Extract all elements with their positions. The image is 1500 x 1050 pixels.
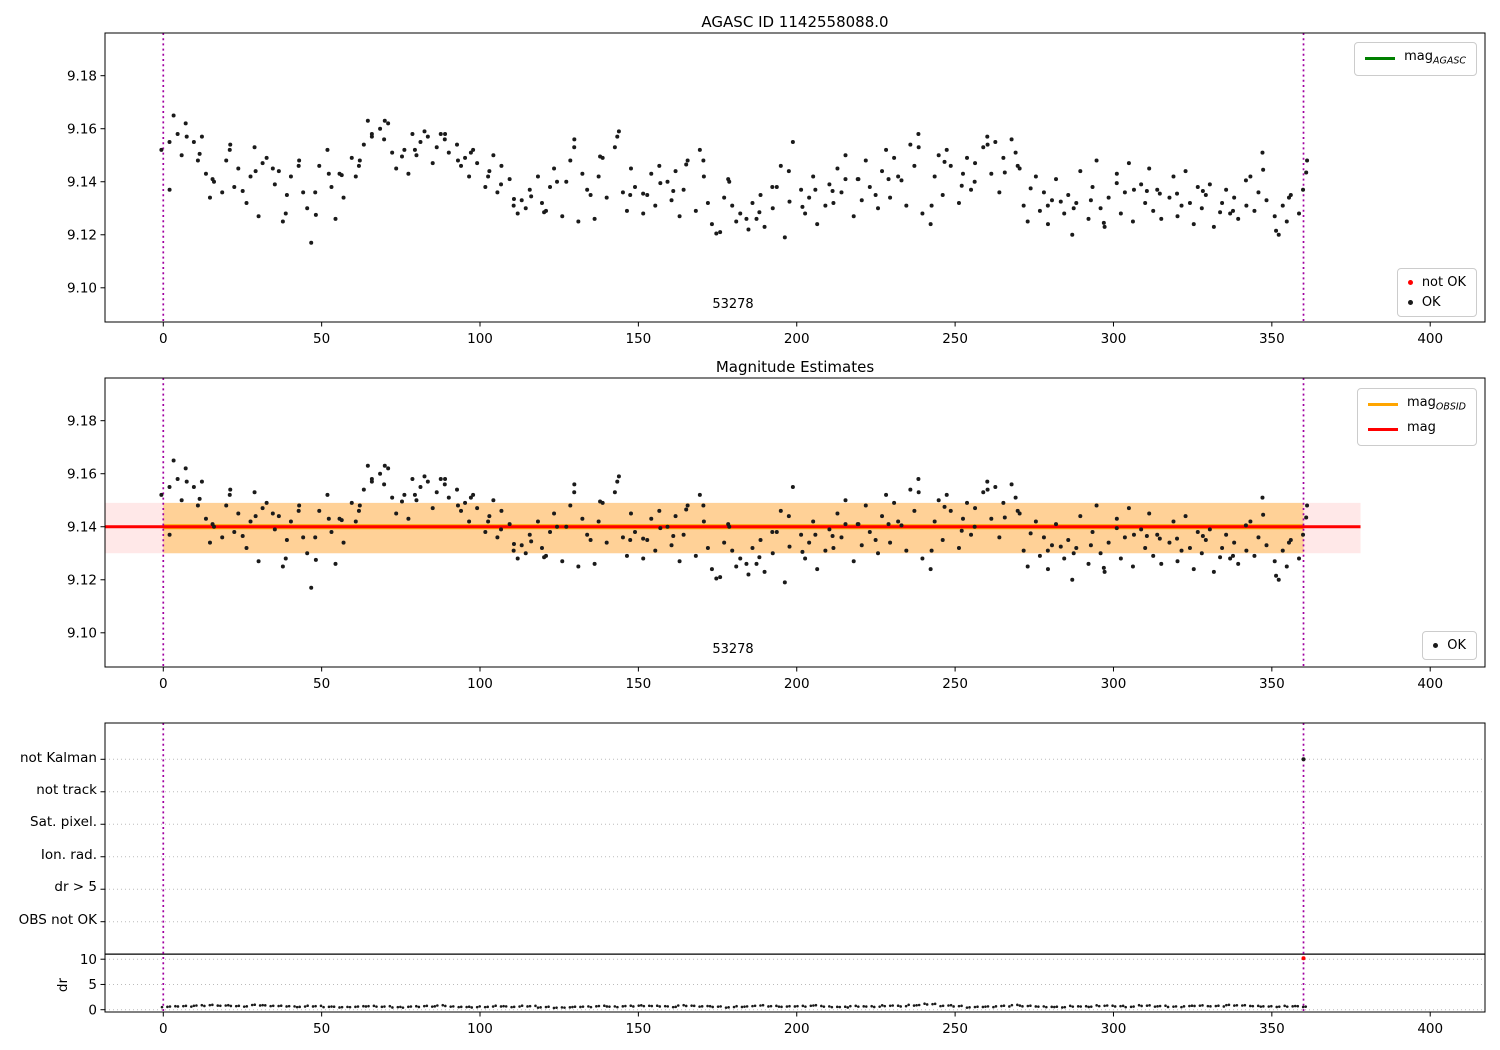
obsid-boundary-vlines (162, 723, 1305, 1012)
x-tick-label: 150 (625, 1021, 651, 1037)
dr-tick-label: 10 (80, 952, 97, 968)
mag-obsid-line-swatch (1367, 403, 1398, 407)
legend-mag-obsid: magOBSID mag (1356, 388, 1477, 447)
x-tick-label: 300 (1101, 676, 1127, 692)
y-tick-label: 9.12 (67, 572, 97, 588)
plot1-obsid-annotation: 53278 (712, 297, 754, 312)
ok-scatter-points (159, 113, 1310, 245)
x-tick-label: 300 (1101, 331, 1127, 347)
y-ticks: 9.18 9.16 9.14 9.12 9.10 (67, 413, 105, 641)
flag-point (1301, 757, 1306, 762)
y-tick-label: 9.14 (67, 174, 97, 190)
x-tick-label: 400 (1417, 1021, 1443, 1037)
y-tick-label: 9.18 (67, 413, 97, 429)
x-tick-label: 400 (1417, 676, 1443, 692)
flag-label-dr-gt-5: dr > 5 (54, 879, 97, 895)
x-tick-label: 350 (1259, 331, 1285, 347)
x-tick-label: 350 (1259, 1021, 1285, 1037)
x-tick-label: 250 (942, 676, 968, 692)
x-tick-label: 100 (467, 1021, 493, 1037)
legend-label: not OK (1421, 275, 1466, 290)
ok-dot-swatch (1433, 643, 1439, 648)
dr-tick-label: 5 (88, 977, 97, 993)
flag-label-obs-not-ok: OBS not OK (18, 912, 97, 928)
x-ticks: 0 50 100 150 200 250 300 350 400 (159, 1012, 1443, 1037)
x-tick-label: 0 (159, 676, 168, 692)
y-tick-label: 9.16 (67, 466, 97, 482)
x-tick-label: 350 (1259, 676, 1285, 692)
x-tick-label: 0 (159, 331, 168, 347)
ok-dot-swatch (1407, 300, 1413, 305)
flag-label-not-track: not track (36, 782, 97, 798)
x-ticks: 0 50 100 150 200 250 300 350 400 (159, 667, 1443, 692)
y-tick-label: 9.10 (67, 280, 97, 296)
x-tick-label: 200 (784, 676, 810, 692)
x-tick-label: 250 (942, 1021, 968, 1037)
legend-mag-agasc: magAGASC (1354, 42, 1477, 76)
gridlines (105, 758, 1485, 1011)
y-tick-label: 9.16 (67, 121, 97, 137)
x-tick-label: 50 (313, 1021, 330, 1037)
plot-frame (104, 32, 1486, 323)
legend-label: magOBSID (1406, 395, 1466, 413)
ok-scatter-points (159, 458, 1310, 590)
x-tick-label: 200 (784, 1021, 810, 1037)
plot-frame (104, 377, 1486, 668)
x-tick-label: 100 (467, 676, 493, 692)
plot2-obsid-annotation: 53278 (712, 642, 754, 657)
x-ticks: 0 50 100 150 200 250 300 350 400 (159, 322, 1443, 347)
legend-row: mag (1367, 419, 1466, 441)
not-ok-dot-swatch (1407, 280, 1413, 285)
mag-line-swatch (1367, 427, 1398, 431)
legend-row: magOBSID (1367, 394, 1466, 416)
flag-label-not-kalman: not Kalman (19, 750, 97, 766)
legend-label: OK (1421, 295, 1441, 310)
legend-ok: OK (1422, 631, 1477, 660)
legend-label: magAGASC (1404, 49, 1466, 67)
dr-tick-label: 0 (88, 1002, 97, 1018)
y-ticks: 9.18 9.16 9.14 9.12 9.10 (67, 68, 105, 296)
x-tick-label: 150 (625, 676, 651, 692)
obsid-boundary-vlines (162, 33, 1305, 322)
x-tick-label: 200 (784, 331, 810, 347)
legend-label: OK (1447, 638, 1466, 653)
y-tick-label: 9.12 (67, 227, 97, 243)
y-tick-label: 9.18 (67, 68, 97, 84)
plot1-title: AGASC ID 1142558088.0 (701, 13, 889, 31)
x-tick-label: 300 (1101, 1021, 1127, 1037)
legend-label: mag (1406, 419, 1436, 435)
y-tick-label: 9.14 (67, 519, 97, 535)
x-tick-label: 50 (313, 676, 330, 692)
flag-label-ion-rad: Ion. rad. (40, 847, 97, 863)
mag-agasc-line-swatch (1365, 57, 1396, 61)
obsid-boundary-vlines (162, 378, 1305, 667)
dr-axis-label: dr (55, 977, 71, 993)
y-ticks: 10 5 0 (80, 758, 105, 1018)
not-ok-dr-point (1301, 956, 1306, 961)
legend-ok-notok: not OK OK (1396, 268, 1477, 317)
x-tick-label: 250 (942, 331, 968, 347)
x-tick-label: 50 (313, 331, 330, 347)
dr-scatter-points (160, 1002, 1308, 1010)
legend-row: OK (1433, 637, 1466, 654)
legend-row: not OK (1407, 274, 1466, 291)
plot-magnitude-estimates: 0 50 100 150 200 250 300 350 400 9.18 9.16 9.14 9.12… (67, 377, 1486, 692)
mag-line (105, 525, 1361, 529)
flag-label-sat-pixel: Sat. pixel. (30, 814, 97, 830)
x-tick-label: 0 (159, 1021, 168, 1037)
y-tick-label: 9.10 (67, 625, 97, 641)
plot-frame (104, 722, 1486, 1013)
plot2-title: Magnitude Estimates (715, 358, 875, 376)
x-tick-label: 150 (625, 331, 651, 347)
x-tick-label: 100 (467, 331, 493, 347)
legend-row: OK (1407, 294, 1466, 311)
x-tick-label: 400 (1417, 331, 1443, 347)
plot-agasc: 0 50 100 150 200 250 300 350 400 9.18 9.16 9.14 9.12… (67, 32, 1486, 347)
legend-row: magAGASC (1365, 48, 1466, 70)
